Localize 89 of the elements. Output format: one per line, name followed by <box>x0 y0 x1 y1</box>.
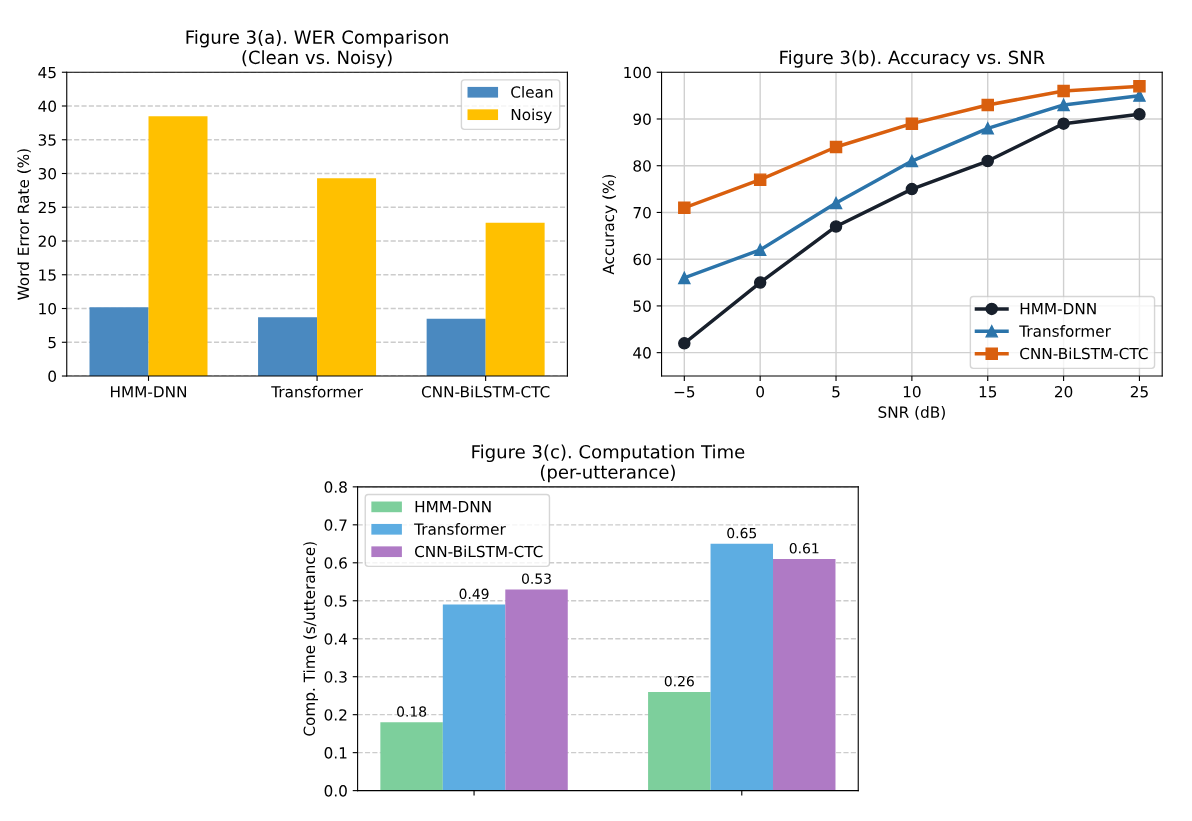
point <box>1133 80 1146 93</box>
bar <box>89 307 149 377</box>
data-label: 0.49 <box>459 588 489 600</box>
point <box>981 154 994 168</box>
bar <box>648 691 711 791</box>
x-tick-label: 0 <box>756 386 765 398</box>
y-tick-label: 40 <box>38 100 57 113</box>
y-tick-label: 0.2 <box>324 709 347 721</box>
y-tick-label: 0.0 <box>324 785 347 797</box>
legend-label: CNN-BiLSTM-CTC <box>1020 347 1148 360</box>
y-tick-label: 5 <box>48 336 56 349</box>
y-tick-label: 15 <box>39 269 56 281</box>
bar <box>505 589 568 791</box>
point <box>905 182 919 196</box>
x-tick-label: 25 <box>1130 386 1148 398</box>
y-tick-label: 70 <box>633 206 651 219</box>
point <box>1057 84 1070 98</box>
legend-label: CNN-BiLSTM-CTC <box>414 545 543 558</box>
x-tick-label: HMM-DNN <box>111 386 186 398</box>
bar <box>485 222 545 377</box>
y-tick-label: 0.7 <box>324 519 347 531</box>
bar <box>426 318 486 377</box>
y-axis-title: Word Error Rate (%) <box>17 149 31 300</box>
point <box>678 201 691 215</box>
bar <box>148 116 208 377</box>
y-tick-label: 0.8 <box>324 481 347 493</box>
point <box>981 98 994 112</box>
legend-label: Noisy <box>511 108 552 124</box>
bar <box>710 543 774 791</box>
y-tick-label: 0.3 <box>324 671 347 683</box>
point <box>829 140 843 154</box>
chart-title: Figure 3(b). Accuracy vs. SNR <box>780 50 1045 68</box>
bar <box>258 317 318 377</box>
bar <box>442 604 506 791</box>
x-tick-label: 15 <box>979 386 997 398</box>
x-tick-label: 5 <box>832 386 840 398</box>
y-tick-label: 100 <box>624 66 651 79</box>
y-tick-label: 40 <box>633 347 651 359</box>
x-tick-label: CNN-BiLSTM-CTC <box>421 385 550 398</box>
x-tick-label: −5 <box>674 386 695 398</box>
point <box>1057 98 1070 112</box>
y-axis-title: Accuracy (%) <box>602 174 618 275</box>
point <box>678 271 691 285</box>
bar <box>317 178 377 377</box>
bar <box>773 559 836 791</box>
x-tick-label: 20 <box>1054 386 1073 398</box>
y-tick-label: 50 <box>633 300 651 312</box>
point <box>981 122 994 135</box>
bar <box>380 722 443 791</box>
y-tick-label: 30 <box>38 167 57 180</box>
legend-label: Transformer <box>1019 325 1111 337</box>
chart-title: Figure 3(a). WER Comparison (Clean vs. Noisy) <box>186 29 448 68</box>
chart-title: Figure 3(c). Computation Time (per-utterance) <box>472 444 745 483</box>
data-label: 0.18 <box>397 706 427 717</box>
point <box>753 276 767 289</box>
legend-label: HMM-DNN <box>415 501 491 513</box>
point <box>905 117 919 130</box>
legend-label: HMM-DNN <box>1020 303 1096 315</box>
point <box>905 154 919 168</box>
x-tick-label: 10 <box>903 386 921 398</box>
point <box>753 173 767 186</box>
y-tick-label: 0.4 <box>324 633 348 645</box>
y-tick-label: 10 <box>39 302 57 315</box>
x-tick-label: Transformer <box>271 385 363 398</box>
point <box>1133 108 1146 121</box>
point <box>1057 117 1070 130</box>
y-axis-title: Comp. Time (s/utterance) <box>303 542 319 736</box>
point <box>829 220 843 233</box>
y-tick-label: 0.5 <box>324 595 347 607</box>
y-tick-label: 0.1 <box>324 747 347 759</box>
y-tick-label: 0.6 <box>324 557 347 569</box>
y-tick-label: 60 <box>633 253 651 266</box>
point <box>753 243 767 257</box>
data-label: 0.61 <box>789 543 819 554</box>
point <box>829 196 843 210</box>
point <box>678 337 691 350</box>
y-tick-label: 25 <box>38 201 56 214</box>
y-tick-label: 35 <box>38 134 56 146</box>
y-tick-label: 20 <box>38 235 57 248</box>
x-axis-title: SNR (dB) <box>878 406 945 420</box>
data-label: 0.53 <box>521 573 551 584</box>
y-tick-label: 45 <box>38 66 56 79</box>
legend-label: Transformer <box>414 523 506 535</box>
y-tick-label: 90 <box>633 113 651 125</box>
y-tick-label: 80 <box>633 160 651 172</box>
legend-label: Clean <box>511 86 553 98</box>
data-label: 0.65 <box>727 527 757 539</box>
y-tick-label: 0 <box>48 370 57 383</box>
data-label: 0.26 <box>664 675 694 687</box>
